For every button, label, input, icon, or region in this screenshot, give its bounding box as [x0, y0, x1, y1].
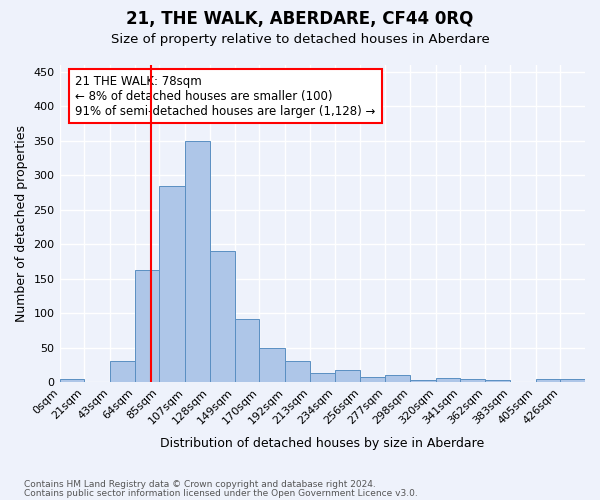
Bar: [160, 186, 185, 382]
Bar: [235, 318, 259, 382]
Bar: [285, 360, 310, 382]
Bar: [361, 377, 385, 382]
Text: Size of property relative to detached houses in Aberdare: Size of property relative to detached ho…: [110, 32, 490, 46]
Bar: [110, 362, 135, 382]
Text: 21 THE WALK: 78sqm
← 8% of detached houses are smaller (100)
91% of semi-detache: 21 THE WALK: 78sqm ← 8% of detached hous…: [76, 74, 376, 118]
Text: 21, THE WALK, ABERDARE, CF44 0RQ: 21, THE WALK, ABERDARE, CF44 0RQ: [127, 10, 473, 28]
Bar: [536, 380, 560, 382]
Y-axis label: Number of detached properties: Number of detached properties: [15, 125, 28, 322]
Bar: [310, 373, 335, 382]
Bar: [485, 380, 510, 382]
Bar: [436, 378, 460, 382]
Bar: [460, 380, 485, 382]
Bar: [59, 380, 84, 382]
Bar: [259, 348, 285, 382]
Bar: [210, 251, 235, 382]
Bar: [335, 370, 361, 382]
Bar: [135, 270, 160, 382]
Bar: [410, 380, 436, 382]
Bar: [560, 380, 585, 382]
Text: Contains HM Land Registry data © Crown copyright and database right 2024.: Contains HM Land Registry data © Crown c…: [24, 480, 376, 489]
X-axis label: Distribution of detached houses by size in Aberdare: Distribution of detached houses by size …: [160, 437, 484, 450]
Bar: [185, 141, 210, 382]
Text: Contains public sector information licensed under the Open Government Licence v3: Contains public sector information licen…: [24, 488, 418, 498]
Bar: [385, 375, 410, 382]
